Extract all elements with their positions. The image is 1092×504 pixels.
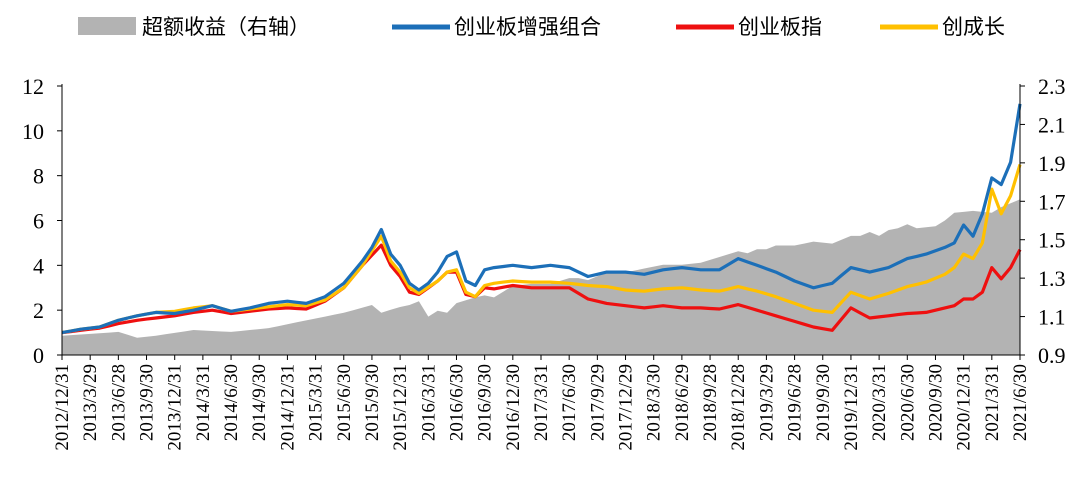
x-tick-label: 2018/12/28 <box>728 364 749 451</box>
x-tick-label: 2018/3/30 <box>644 364 665 441</box>
left-tick-label: 8 <box>33 164 44 189</box>
right-tick-label: 1.3 <box>1038 266 1066 291</box>
x-tick-label: 2013/12/31 <box>165 364 186 451</box>
left-tick-label: 4 <box>33 253 44 278</box>
x-tick-label: 2013/6/28 <box>108 364 129 441</box>
x-tick-label: 2020/12/31 <box>954 364 975 451</box>
x-tick-label: 2014/6/30 <box>221 364 242 441</box>
x-tick-label: 2016/9/30 <box>475 364 496 441</box>
x-tick-label: 2019/3/29 <box>756 364 777 441</box>
x-tick-label: 2014/3/31 <box>193 364 214 441</box>
legend-label-chinext-growth: 创成长 <box>942 15 1005 39</box>
x-tick-label: 2016/6/30 <box>446 364 467 441</box>
right-tick-label: 1.5 <box>1038 228 1066 253</box>
plot-area <box>61 103 1022 355</box>
legend-label-excess-return: 超额收益（右轴） <box>142 15 310 39</box>
series-line-enhanced-portfolio <box>61 103 1022 335</box>
series-area-excess-return <box>62 199 1020 355</box>
right-tick-label: 1.9 <box>1038 151 1066 176</box>
x-tick-label: 2018/9/28 <box>700 364 721 441</box>
x-tick-label: 2015/6/30 <box>334 364 355 441</box>
x-tick-label: 2016/3/31 <box>418 364 439 441</box>
x-tick-label: 2017/6/30 <box>559 364 580 441</box>
left-tick-label: 2 <box>33 298 44 323</box>
x-tick-label: 2017/3/31 <box>531 364 552 441</box>
right-tick-label: 2.3 <box>1038 74 1066 99</box>
x-tick-label: 2020/3/31 <box>869 364 890 441</box>
left-tick-label: 6 <box>33 209 44 234</box>
x-tick-label: 2012/12/31 <box>52 364 73 451</box>
right-tick-label: 0.9 <box>1038 343 1066 368</box>
right-tick-label: 1.7 <box>1038 189 1066 214</box>
x-tick-label: 2013/9/30 <box>137 364 158 441</box>
x-tick-label: 2019/6/28 <box>785 364 806 441</box>
x-tick-label: 2018/6/29 <box>672 364 693 441</box>
x-tick-label: 2014/9/30 <box>249 364 270 441</box>
right-tick-label: 1.1 <box>1038 305 1066 330</box>
left-tick-label: 0 <box>33 343 44 368</box>
left-axis: 0 2 4 6 8 10 12 <box>22 74 63 368</box>
x-axis: 2012/12/31 2013/3/29 2013/6/28 2013/9/30 201… <box>52 354 1031 451</box>
legend-label-enhanced-portfolio: 创业板增强组合 <box>454 15 601 39</box>
legend-swatch-excess-return <box>78 17 136 35</box>
x-tick-label: 2019/12/31 <box>841 364 862 451</box>
left-tick-label: 10 <box>22 119 44 144</box>
x-tick-label: 2015/3/31 <box>306 364 327 441</box>
x-tick-label: 2015/12/31 <box>390 364 411 451</box>
right-tick-label: 2.1 <box>1038 112 1066 137</box>
x-tick-label: 2013/3/29 <box>80 364 101 441</box>
x-tick-label: 2017/9/29 <box>587 364 608 441</box>
legend-label-chinext-index: 创业板指 <box>738 15 822 39</box>
x-tick-label: 2016/12/30 <box>503 364 524 451</box>
x-tick-label: 2015/9/30 <box>362 364 383 441</box>
x-tick-label: 2020/9/30 <box>925 364 946 441</box>
x-tick-label: 2014/12/31 <box>277 364 298 451</box>
x-tick-label: 2017/12/29 <box>616 364 637 451</box>
x-tick-label: 2020/6/30 <box>897 364 918 441</box>
x-tick-label: 2021/6/30 <box>1010 364 1031 441</box>
legend: 超额收益（右轴） 创业板增强组合 创业板指 创成长 <box>78 15 1005 39</box>
left-tick-label: 12 <box>22 74 44 99</box>
x-tick-label: 2019/9/30 <box>813 364 834 441</box>
x-tick-label: 2021/3/31 <box>982 364 1003 441</box>
series-line-chinext-index <box>61 243 1022 335</box>
right-axis: 0.9 1.1 1.3 1.5 1.7 1.9 2.1 2.3 <box>1019 74 1066 368</box>
